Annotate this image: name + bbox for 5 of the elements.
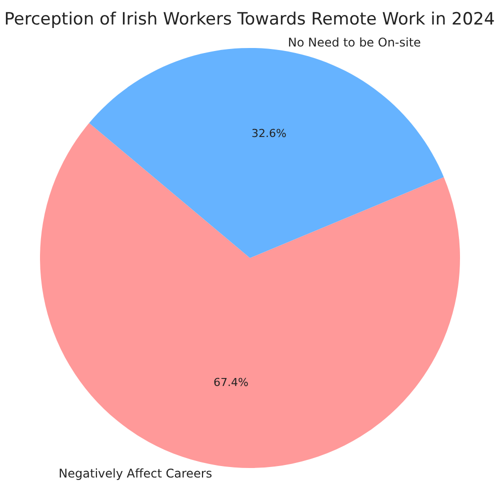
chart-title: Perception of Irish Workers Towards Remote Work in 2024 [4, 10, 495, 30]
slice-label: Negatively Affect Careers [58, 466, 212, 481]
data-label: 67.4% [214, 376, 248, 390]
data-label: 32.6% [252, 126, 286, 140]
slice-label: No Need to be On-site [288, 35, 421, 50]
